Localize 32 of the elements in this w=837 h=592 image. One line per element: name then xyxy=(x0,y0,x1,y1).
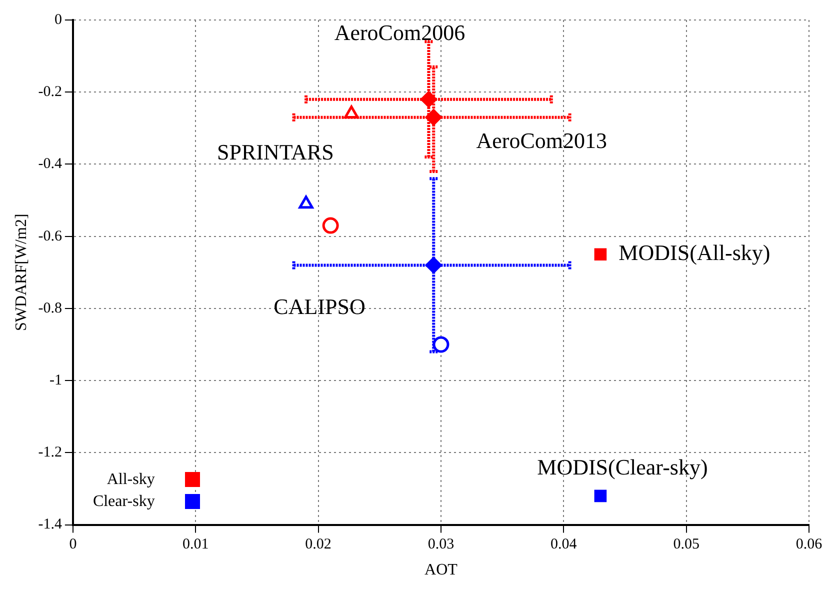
x-tick-label: 0.02 xyxy=(305,536,332,553)
point xyxy=(322,217,339,234)
point xyxy=(432,336,450,353)
x-axis-title: AOT xyxy=(424,562,458,579)
x-tick-label: 0.06 xyxy=(796,536,823,553)
annotation: AeroCom2006 xyxy=(334,20,466,46)
annotation: MODIS(All-sky) xyxy=(618,240,770,266)
y-tick-label: -1.2 xyxy=(38,444,62,461)
point xyxy=(420,90,438,108)
x-tick-label: 0 xyxy=(69,536,77,553)
legend-label: All-sky xyxy=(106,470,155,490)
y-tick-label: -0.2 xyxy=(38,84,62,100)
legend-label: Clear-sky xyxy=(92,492,155,512)
y-tick-label: -0.4 xyxy=(38,156,62,172)
y-tick-label: -0.6 xyxy=(38,228,62,244)
annotation: CALIPSO xyxy=(274,294,366,320)
y-tick-label: -1 xyxy=(49,372,62,389)
y-tick-label: -0.8 xyxy=(38,300,62,316)
annotation: SPRINTARS xyxy=(216,140,334,165)
point xyxy=(594,248,607,261)
x-tick-label: 0.01 xyxy=(182,536,209,553)
y-axis-title: SWDARF[W/m2] xyxy=(12,214,30,332)
point xyxy=(594,490,607,502)
annotation: MODIS(Clear-sky) xyxy=(537,454,708,480)
point xyxy=(425,256,442,274)
x-tick-label: 0.05 xyxy=(673,536,700,553)
point xyxy=(425,108,442,126)
y-tick-label: 0 xyxy=(54,12,62,28)
x-tick-label: 0.04 xyxy=(550,536,578,553)
annotation: AeroCom2013 xyxy=(476,128,607,154)
x-tick-label: 0.03 xyxy=(428,536,454,553)
y-tick-label: -1.4 xyxy=(38,516,62,533)
